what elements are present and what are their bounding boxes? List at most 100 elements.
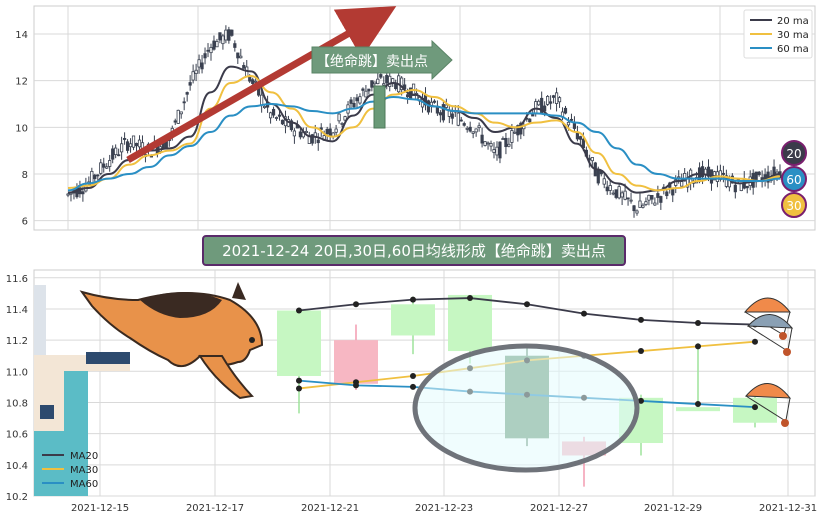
top-candle-body <box>504 137 508 148</box>
top-candle-body <box>191 71 195 81</box>
top-candle-body <box>289 120 294 131</box>
top-candle-body <box>221 35 225 45</box>
top-chart: 6 8 10 12 14 【绝命跳】卖出点 20 ma 30 ma 60 ma 20 6 <box>15 5 816 231</box>
bottom-x-tick-label: 2021-12-21 <box>301 503 359 514</box>
top-candle-body <box>659 196 663 203</box>
top-candle-body <box>444 104 448 108</box>
top-candle-body <box>242 65 246 69</box>
top-candle-body <box>102 163 106 168</box>
bottom-y-tick-label: 10.8 <box>6 398 28 409</box>
banner: 2021-12-24 20日,30日,60日均线形成【绝命跳】卖出点 <box>202 235 626 266</box>
top-candle-body <box>435 106 440 114</box>
top-candle-body <box>99 162 103 174</box>
top-candle-body <box>554 92 559 104</box>
top-candle-body <box>334 128 338 133</box>
top-candle-body <box>206 49 210 52</box>
bottom-ma-point <box>353 301 359 308</box>
top-candle-body <box>137 139 142 148</box>
top-candle-body <box>254 80 258 83</box>
trend-arrow <box>126 6 397 164</box>
parachute-icon <box>743 297 794 427</box>
top-candle-body <box>608 185 612 191</box>
top-candle-body <box>474 128 478 133</box>
bottom-x-tick-label: 2021-12-15 <box>71 503 129 514</box>
diving-board-icon <box>34 285 130 496</box>
top-y-tick-label: 6 <box>22 217 28 228</box>
top-y-tick-label: 12 <box>15 77 28 88</box>
top-candle-body <box>546 96 550 105</box>
top-candle-body <box>605 186 609 192</box>
bottom-ma-point <box>410 383 416 390</box>
top-plot-area <box>33 5 816 231</box>
top-candle-body <box>203 53 207 59</box>
top-candle-body <box>572 122 577 129</box>
top-candle-body <box>188 82 192 86</box>
top-candle-body <box>66 193 70 196</box>
top-candle-body <box>263 105 267 109</box>
top-candle-body <box>105 166 109 169</box>
top-candle-body <box>179 111 183 115</box>
top-candle-body <box>388 75 392 87</box>
top-candle-body <box>519 122 523 135</box>
top-candle-body <box>602 178 606 185</box>
top-candle-body <box>563 107 568 114</box>
top-candle-body <box>224 29 228 41</box>
top-candle-body <box>134 142 139 147</box>
svg-text:30: 30 <box>786 199 801 213</box>
bottom-y-tick-label: 10.2 <box>6 492 28 503</box>
top-candle-body <box>745 185 749 189</box>
ma-badges: 20 60 30 <box>781 140 807 218</box>
highlight-ellipse <box>412 343 640 473</box>
top-candle-body <box>125 141 130 151</box>
top-candle-body <box>182 101 186 104</box>
bottom-x-tick-label: 2021-12-23 <box>415 503 473 514</box>
top-candle-body <box>239 55 243 59</box>
top-candle-body <box>665 191 669 197</box>
badge-30 <box>781 192 807 218</box>
top-candle-body <box>432 100 437 103</box>
bottom-ma-point <box>410 372 416 379</box>
top-candle-body <box>644 201 648 205</box>
top-candle-body <box>483 141 487 146</box>
top-candle-body <box>367 88 371 92</box>
top-candle-body <box>549 101 553 104</box>
top-candle-body <box>578 136 583 140</box>
bottom-candle-body <box>277 310 321 376</box>
bottom-ma-point <box>695 319 701 326</box>
bottom-chart: 10.2 10.4 10.6 10.8 11.0 11.2 11.4 11.6 2021-12… <box>6 269 817 514</box>
top-candle-body <box>489 143 493 147</box>
top-candle-body <box>370 80 374 88</box>
bottom-legend-ma60: MA60 <box>70 479 98 490</box>
top-candle-body <box>653 202 657 206</box>
bottom-x-tick-label: 2021-12-31 <box>759 503 817 514</box>
top-y-tick-label: 14 <box>15 30 28 41</box>
top-candle-body <box>575 132 580 140</box>
top-legend-30: 30 ma <box>777 30 809 41</box>
signal-bar <box>373 85 386 129</box>
top-y-ticks: 6 8 10 12 14 <box>15 30 28 228</box>
top-y-tick-label: 10 <box>15 123 28 134</box>
top-candle-body <box>316 139 320 144</box>
bottom-x-tick-label: 2021-12-29 <box>644 503 702 514</box>
bottom-candle-body <box>334 340 378 384</box>
top-candle-body <box>382 83 386 86</box>
top-candle-body <box>677 176 681 179</box>
bottom-ma-point <box>410 296 416 303</box>
top-candle-body <box>566 121 571 126</box>
top-candle-body <box>611 192 615 195</box>
top-candle-body <box>319 127 323 130</box>
top-candle-body <box>406 94 410 98</box>
top-candle-body <box>280 119 285 125</box>
bottom-x-tick-label: 2021-12-17 <box>186 503 244 514</box>
top-candle-body <box>379 74 383 78</box>
top-candle-body <box>632 205 636 212</box>
top-candle-body <box>230 29 234 36</box>
bottom-ma-point <box>638 348 644 355</box>
svg-text:60: 60 <box>786 173 801 187</box>
top-candle-body <box>614 189 618 198</box>
bottom-candle-body <box>391 304 435 336</box>
top-candle-body <box>218 32 222 41</box>
top-candle-body <box>128 143 133 148</box>
top-candle-body <box>209 47 213 54</box>
